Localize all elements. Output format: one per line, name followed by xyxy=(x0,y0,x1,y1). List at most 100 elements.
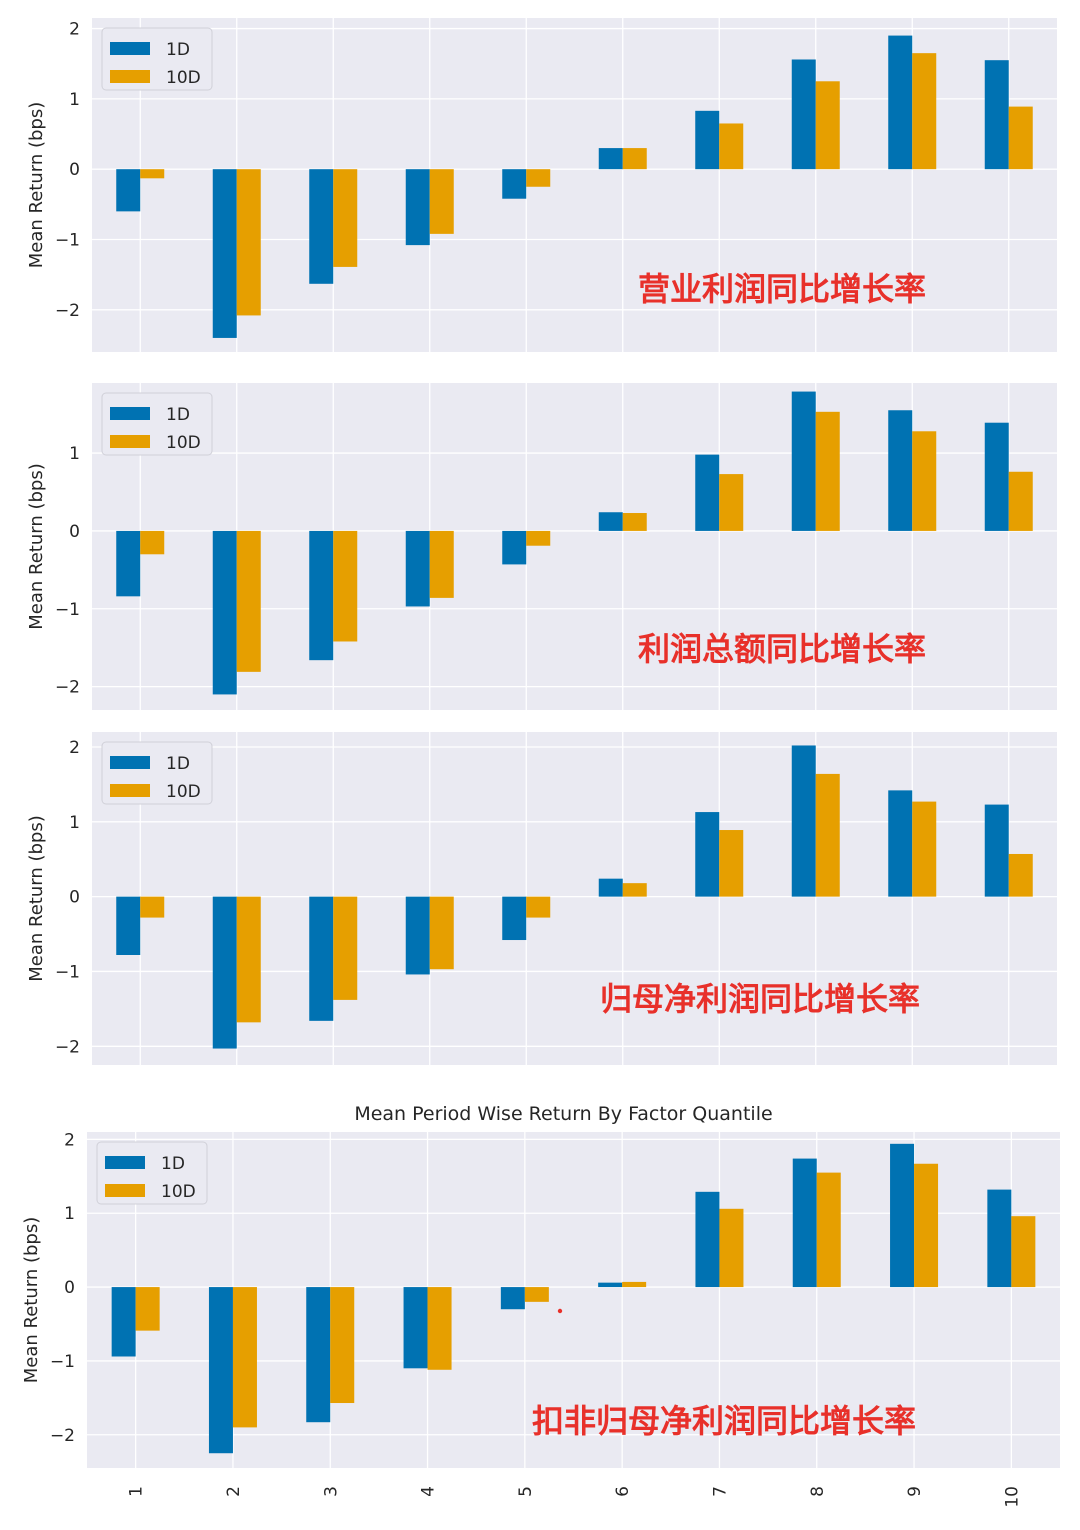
bar-1d-q3 xyxy=(306,1287,331,1423)
legend-swatch-1d xyxy=(110,407,150,420)
bar-1d-q5 xyxy=(502,530,527,565)
bar-1d-q6 xyxy=(598,512,623,531)
y-tick-label: 1 xyxy=(69,90,80,110)
y-tick-label: 2 xyxy=(69,738,80,758)
bar-1d-q8 xyxy=(791,745,816,897)
bar-1d-q9 xyxy=(890,1143,915,1288)
y-axis-label: Mean Return (bps) xyxy=(26,815,47,982)
legend-label-10d: 10D xyxy=(166,782,201,802)
bar-1d-q3 xyxy=(309,530,334,661)
y-tick-label: −1 xyxy=(55,230,80,250)
bar-1d-q3 xyxy=(309,896,334,1021)
bar-10d-q1 xyxy=(135,1287,160,1331)
bar-1d-q7 xyxy=(695,454,720,531)
bar-1d-q10 xyxy=(984,422,1009,531)
y-axis-label: Mean Return (bps) xyxy=(26,463,47,630)
bar-1d-q9 xyxy=(888,35,913,170)
bar-1d-q6 xyxy=(598,878,623,897)
x-tick-label: 8 xyxy=(808,1486,828,1497)
bar-10d-q1 xyxy=(140,530,165,555)
x-tick-label: 7 xyxy=(710,1486,730,1497)
bar-10d-q10 xyxy=(1008,471,1033,531)
y-tick-label: −1 xyxy=(50,1352,75,1372)
bar-1d-q2 xyxy=(212,530,237,695)
y-tick-label: 1 xyxy=(69,813,80,833)
annotation-dot xyxy=(557,1308,563,1314)
legend-label-1d: 1D xyxy=(161,1154,185,1174)
legend-label-1d: 1D xyxy=(166,754,190,774)
bar-1d-q4 xyxy=(405,530,430,607)
bar-1d-q2 xyxy=(208,1287,233,1454)
bar-1d-q4 xyxy=(403,1287,428,1369)
bar-10d-q4 xyxy=(429,530,454,598)
bar-10d-q3 xyxy=(333,530,358,642)
bar-10d-q9 xyxy=(914,1163,939,1288)
bar-10d-q8 xyxy=(815,773,840,897)
legend-swatch-1d xyxy=(105,1156,145,1169)
legend-label-10d: 10D xyxy=(166,433,201,453)
x-tick-label: 9 xyxy=(905,1486,925,1497)
bar-10d-q7 xyxy=(719,474,744,531)
bar-10d-q4 xyxy=(429,896,454,970)
bar-1d-q10 xyxy=(984,804,1009,897)
bar-10d-q10 xyxy=(1008,106,1033,170)
bar-1d-q9 xyxy=(888,410,913,531)
bar-1d-q3 xyxy=(309,169,334,284)
bar-1d-q5 xyxy=(502,169,527,199)
bar-10d-q2 xyxy=(236,169,261,316)
bar-1d-q2 xyxy=(212,169,237,338)
bar-10d-q6 xyxy=(622,148,647,170)
bar-1d-q4 xyxy=(405,169,430,246)
bar-1d-q2 xyxy=(212,896,237,1049)
bar-1d-q6 xyxy=(598,1282,623,1288)
x-tick-label: 1 xyxy=(127,1486,147,1497)
bar-1d-q10 xyxy=(987,1189,1012,1288)
bar-10d-q6 xyxy=(622,1281,647,1288)
y-axis-label: Mean Return (bps) xyxy=(21,1217,42,1384)
legend-label-1d: 1D xyxy=(166,405,190,425)
bar-1d-q5 xyxy=(502,896,527,941)
chart-title: Mean Period Wise Return By Factor Quanti… xyxy=(354,1103,772,1125)
bar-10d-q4 xyxy=(429,169,454,234)
bar-10d-q9 xyxy=(912,801,937,897)
chart-annotation: 扣非归母净利润同比增长率 xyxy=(532,1402,916,1440)
bar-10d-q1 xyxy=(140,896,165,918)
bar-10d-q7 xyxy=(719,830,744,897)
legend-label-1d: 1D xyxy=(166,40,190,60)
chart-annotation: 利润总额同比增长率 xyxy=(638,630,926,668)
bar-10d-q10 xyxy=(1011,1216,1036,1288)
bar-1d-q8 xyxy=(791,391,816,531)
chart-annotation: 归母净利润同比增长率 xyxy=(600,980,920,1018)
bar-1d-q1 xyxy=(116,896,141,955)
bar-1d-q1 xyxy=(111,1287,136,1357)
y-tick-label: 0 xyxy=(69,522,80,542)
bar-10d-q10 xyxy=(1008,853,1033,897)
x-tick-label: 2 xyxy=(224,1486,244,1497)
bar-1d-q7 xyxy=(695,110,720,170)
bar-10d-q3 xyxy=(330,1287,355,1404)
bar-10d-q1 xyxy=(140,169,165,179)
bar-10d-q5 xyxy=(526,530,551,546)
legend-swatch-1d xyxy=(110,42,150,55)
bar-1d-q8 xyxy=(792,1158,817,1288)
y-tick-label: −1 xyxy=(55,600,80,620)
y-tick-label: 0 xyxy=(69,888,80,908)
legend-swatch-10d xyxy=(105,1184,145,1197)
bar-1d-q5 xyxy=(500,1287,525,1310)
bar-10d-q3 xyxy=(333,169,358,267)
x-tick-label: 10 xyxy=(1002,1486,1022,1508)
y-tick-label: 0 xyxy=(69,160,80,180)
y-tick-label: 1 xyxy=(64,1204,75,1224)
x-tick-label: 5 xyxy=(516,1486,536,1497)
bar-1d-q4 xyxy=(405,896,430,975)
bar-10d-q7 xyxy=(719,123,744,170)
bar-10d-q5 xyxy=(526,896,551,918)
y-tick-label: −2 xyxy=(50,1426,75,1446)
y-tick-label: −2 xyxy=(55,678,80,698)
